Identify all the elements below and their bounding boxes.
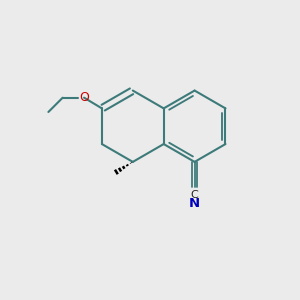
Text: O: O <box>79 91 89 104</box>
Text: C: C <box>191 190 199 200</box>
Text: N: N <box>189 197 200 210</box>
